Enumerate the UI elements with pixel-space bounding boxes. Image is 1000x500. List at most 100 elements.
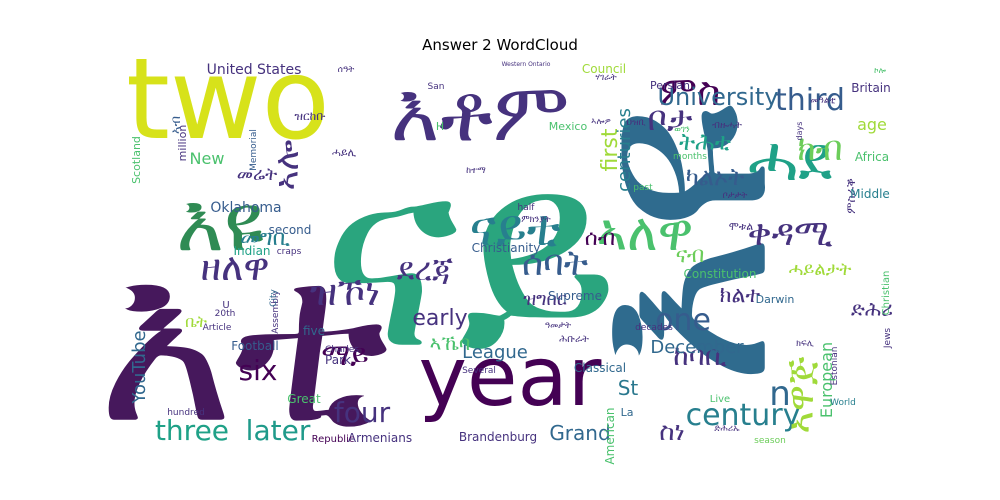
cloud-word: United States [207, 62, 302, 78]
cloud-word: ኮሎ [874, 66, 886, 75]
cloud-word: Memorial [249, 129, 259, 171]
cloud-word: ቤት [185, 312, 207, 331]
cloud-word: ኣለዋ [597, 203, 694, 263]
cloud-word: craps [277, 247, 302, 257]
cloud-word: ከተማ [466, 166, 486, 176]
cloud-word: Western Ontario [502, 61, 551, 68]
cloud-word: Supreme [548, 289, 602, 303]
cloud-word: ደረጃ [397, 250, 453, 288]
cloud-word: 20th [215, 309, 236, 319]
cloud-word: ዝርከቡ [294, 109, 326, 123]
cloud-word: ምክንያት [521, 215, 551, 225]
cloud-word: Scotland [130, 136, 143, 184]
cloud-word: San [428, 82, 445, 92]
cloud-word: first [598, 128, 623, 171]
cloud-word: Football [231, 339, 279, 353]
cloud-word: ሞቱል [729, 220, 753, 233]
cloud-word: መዓልቲ [810, 96, 835, 106]
cloud-word: ሓይሊ [332, 146, 357, 159]
cloud-word: H [436, 120, 444, 133]
cloud-word: centuries [614, 108, 635, 192]
cloud-word: እቶም [390, 65, 569, 160]
cloud-word: six [239, 354, 278, 387]
cloud-word: ወገን [674, 125, 690, 135]
cloud-word: Article [203, 323, 232, 333]
cloud-word: century [686, 398, 801, 433]
cloud-word: ኣሎዎ [591, 117, 611, 127]
cloud-word: ቦታታት [723, 191, 748, 201]
cloud-word: ዓመታት [545, 321, 571, 331]
cloud-word: ድሕሪኡ [714, 424, 740, 434]
cloud-word: months [673, 152, 707, 162]
cloud-word: ሰዓት [338, 65, 355, 75]
cloud-word: World [830, 398, 856, 408]
cloud-word: age [857, 115, 887, 134]
cloud-word: days [795, 122, 804, 141]
cloud-word: YouTube [129, 330, 150, 404]
cloud-word: New [190, 149, 225, 168]
cloud-word: early [412, 306, 467, 331]
cloud-word: American [603, 407, 617, 464]
cloud-word: ምስራቕ [844, 178, 858, 214]
cloud-word: ምስ [660, 69, 721, 115]
cloud-word: League [462, 342, 528, 363]
cloud-word: ስነ [659, 417, 685, 447]
cloud-word: St [618, 376, 639, 400]
cloud-word: Grand [549, 421, 610, 445]
cloud-word: second [269, 223, 312, 237]
cloud-word: ናይቲ [470, 199, 561, 257]
cloud-word: ሃገራት [595, 73, 617, 83]
cloud-word: Christianity [472, 241, 541, 255]
cloud-word: ናይ [321, 105, 619, 407]
cloud-word: ኣብ [169, 116, 184, 134]
cloud-word: Great [287, 392, 321, 406]
cloud-word: Assembly [271, 290, 281, 334]
cloud-word: Oklahoma [210, 200, 281, 216]
cloud-word: ክፍሊ [796, 339, 814, 349]
cloud-word: ኣኼባ [430, 331, 471, 355]
cloud-word: season [754, 436, 786, 446]
cloud-word: ድሕሪ [851, 297, 893, 321]
cloud-word: ከባቢ [673, 339, 727, 372]
cloud-word: ኣሎ [267, 139, 307, 190]
cloud-word: hundred [167, 408, 205, 418]
cloud-word: Republic [312, 434, 355, 445]
cloud-word: European [817, 342, 836, 418]
cloud-word: ዝግበር [523, 289, 567, 310]
cloud-word: year [419, 330, 602, 425]
cloud-word: Middle [850, 187, 890, 201]
cloud-word: decades [635, 323, 673, 333]
cloud-word: Charles [325, 345, 359, 355]
cloud-word: Classical [574, 361, 626, 375]
cloud-word: ቦታ [648, 99, 693, 139]
cloud-word: ብዙሓት [712, 120, 742, 131]
cloud-word: ሰብ [585, 226, 615, 251]
cloud-word: Constitution [684, 267, 757, 281]
cloud-word: ሕቡራት [559, 334, 589, 345]
cloud-word: ሓደ [748, 122, 833, 195]
cloud-word: እቲ [97, 208, 389, 475]
cloud-word: four [334, 396, 391, 429]
cloud-word: ሰባት [522, 243, 588, 284]
cloud-word: ክልተ [720, 283, 761, 308]
cloud-word: Several [462, 366, 496, 376]
cloud-word: Africa [855, 150, 889, 164]
cloud-word: ዝኾነ [310, 270, 380, 314]
cloud-word: one [655, 303, 711, 338]
cloud-word: Britain [851, 81, 891, 95]
cloud-word: Indian [233, 244, 270, 258]
cloud-word: ካልኦት [686, 163, 745, 191]
cloud-word: Council [582, 62, 626, 76]
cloud-word: City [269, 289, 279, 307]
cloud-word: two [126, 35, 330, 165]
cloud-word: ማይ [321, 338, 368, 373]
cloud-word: December [650, 337, 744, 358]
cloud-word: later [246, 414, 311, 447]
cloud-word: U [222, 300, 229, 311]
cloud-word: three [155, 414, 229, 447]
cloud-word: ክብ [797, 129, 842, 169]
cloud-word: half [518, 203, 536, 213]
cloud-word: five [303, 324, 325, 338]
cloud-word: Darwin [756, 293, 795, 306]
